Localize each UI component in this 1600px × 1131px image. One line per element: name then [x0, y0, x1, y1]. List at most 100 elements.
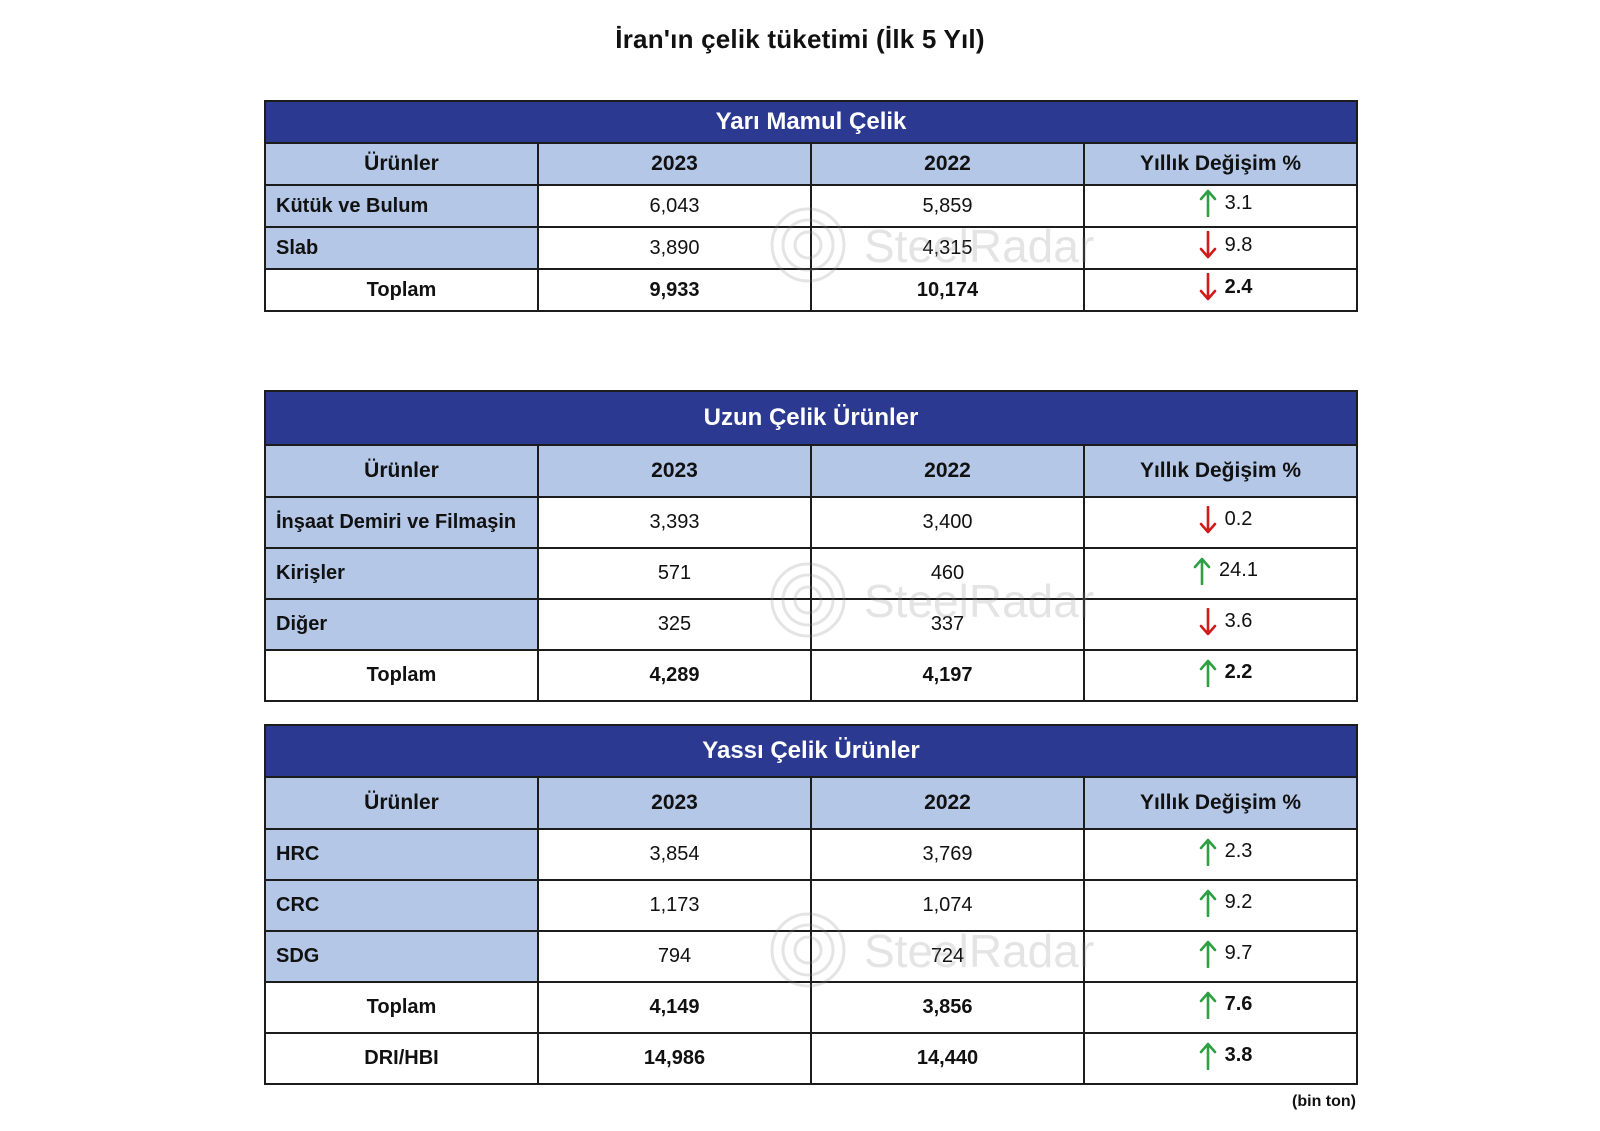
product-cell: HRC [264, 828, 539, 881]
value-y2022: 3,856 [810, 981, 1085, 1034]
change-value: 2.3 [1199, 838, 1253, 866]
value-y2023: 1,173 [537, 879, 812, 932]
table-row: SDG 794 724 9.7 [264, 930, 1359, 983]
arrow-up-icon [1199, 838, 1216, 866]
change-percent: 0.2 [1224, 508, 1253, 530]
value-y2023: 9,933 [537, 268, 812, 312]
value-y2022: 460 [810, 547, 1085, 600]
table-row: Kütük ve Bulum 6,043 5,859 3.1 [264, 184, 1358, 228]
product-cell: DRI/HBI [264, 1032, 539, 1085]
table-title: Yarı Mamul Çelik [264, 100, 1358, 144]
change-cell: 0.2 [1082, 496, 1359, 549]
arrow-up-icon [1193, 557, 1211, 585]
value-y2022: 724 [810, 930, 1085, 983]
product-cell: Kütük ve Bulum [264, 184, 539, 228]
change-percent: 24.1 [1219, 559, 1258, 581]
total-row: Toplam 9,933 10,174 2.4 [264, 268, 1358, 312]
product-cell: CRC [264, 879, 539, 932]
table-row: Slab 3,890 4,315 9.8 [264, 226, 1358, 270]
product-cell: Toplam [264, 649, 539, 702]
value-y2022: 4,315 [810, 226, 1085, 270]
change-cell: 3.1 [1083, 184, 1358, 228]
value-y2022: 3,400 [810, 496, 1085, 549]
value-y2022: 5,859 [810, 184, 1085, 228]
product-cell: İnşaat Demiri ve Filmaşin [264, 496, 539, 549]
product-cell: Slab [264, 226, 539, 270]
change-value: 3.1 [1199, 189, 1253, 217]
product-cell: SDG [264, 930, 539, 983]
column-header: Yıllık Değişim % [1082, 444, 1359, 498]
total-row: DRI/HBI 14,986 14,440 3.8 [264, 1032, 1359, 1085]
change-percent: 2.2 [1224, 661, 1253, 683]
change-value: 3.8 [1199, 1042, 1252, 1070]
value-y2023: 14,986 [537, 1032, 812, 1085]
change-cell: 2.3 [1082, 828, 1359, 881]
change-value: 2.2 [1199, 659, 1253, 687]
change-value: 7.6 [1199, 991, 1252, 1019]
page-title: İran'ın çelik tüketimi (İlk 5 Yıl) [615, 24, 985, 54]
value-y2023: 325 [537, 598, 812, 651]
column-header: 2023 [537, 142, 812, 186]
change-cell: 2.4 [1083, 268, 1358, 312]
change-cell: 9.8 [1083, 226, 1358, 270]
change-cell: 9.2 [1082, 879, 1359, 932]
change-cell: 2.2 [1082, 649, 1359, 702]
unit-note: (bin ton) [1292, 1093, 1356, 1110]
change-value: 0.2 [1199, 505, 1253, 534]
change-value: 24.1 [1193, 557, 1258, 585]
column-header: Ürünler [264, 142, 539, 186]
arrow-up-icon [1199, 189, 1216, 217]
product-cell: Toplam [264, 981, 539, 1034]
value-y2023: 4,149 [537, 981, 812, 1034]
table-title: Yassı Çelik Ürünler [263, 724, 1359, 778]
column-header: Yıllık Değişim % [1083, 142, 1358, 186]
change-percent: 3.1 [1224, 191, 1253, 214]
value-y2022: 14,440 [810, 1032, 1085, 1085]
column-header: 2022 [810, 444, 1085, 498]
value-y2022: 4,197 [810, 649, 1085, 702]
change-cell: 3.8 [1082, 1032, 1359, 1085]
arrow-down-icon [1199, 273, 1216, 301]
value-y2023: 4,289 [537, 649, 812, 702]
value-y2022: 337 [810, 598, 1085, 651]
table-title: Uzun Çelik Ürünler [263, 390, 1359, 446]
arrow-down-icon [1199, 505, 1216, 533]
table-row: Kirişler 571 460 24.1 [264, 547, 1359, 600]
table-yassi-celik: Yassı Çelik Ürünler Ürünler 2023 2022 Yıllık… [263, 724, 1359, 1085]
column-header: 2022 [810, 142, 1085, 186]
change-percent: 9.2 [1224, 891, 1253, 913]
change-value: 3.6 [1199, 607, 1253, 636]
value-y2022: 1,074 [810, 879, 1085, 932]
table-row: Diğer 325 337 3.6 [264, 598, 1359, 651]
change-cell: 24.1 [1082, 547, 1359, 600]
value-y2023: 571 [537, 547, 812, 600]
column-header: 2022 [810, 776, 1085, 830]
change-percent: 3.6 [1224, 610, 1253, 632]
arrow-up-icon [1199, 991, 1216, 1019]
value-y2023: 6,043 [537, 184, 812, 228]
value-y2022: 10,174 [810, 268, 1085, 312]
arrow-down-icon [1199, 607, 1216, 635]
total-row: Toplam 4,289 4,197 2.2 [264, 649, 1359, 702]
arrow-up-icon [1199, 659, 1216, 687]
arrow-up-icon [1199, 889, 1216, 917]
product-cell: Toplam [264, 268, 539, 312]
change-value: 2.4 [1199, 273, 1252, 301]
product-cell: Kirişler [264, 547, 539, 600]
value-y2022: 3,769 [810, 828, 1085, 881]
table-uzun-celik: Uzun Çelik Ürünler Ürünler 2023 2022 Yıllık … [263, 390, 1359, 702]
value-y2023: 3,890 [537, 226, 812, 270]
change-value: 9.7 [1199, 940, 1253, 968]
table-row: HRC 3,854 3,769 2.3 [264, 828, 1359, 881]
arrow-up-icon [1199, 1042, 1216, 1070]
column-header: Ürünler [264, 776, 539, 830]
value-y2023: 3,393 [537, 496, 812, 549]
change-cell: 7.6 [1082, 981, 1359, 1034]
arrow-down-icon [1199, 231, 1216, 259]
change-value: 9.8 [1199, 231, 1252, 259]
product-cell: Diğer [264, 598, 539, 651]
change-percent: 2.3 [1224, 840, 1253, 862]
arrow-up-icon [1199, 940, 1216, 968]
change-value: 9.2 [1199, 889, 1253, 917]
change-percent: 9.7 [1224, 942, 1253, 964]
